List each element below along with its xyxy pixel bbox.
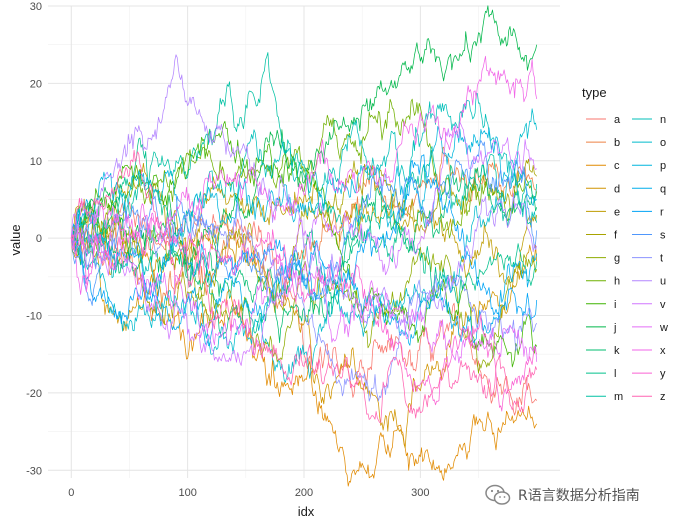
series-line-d	[70, 207, 538, 449]
x-tick-label: 0	[68, 487, 74, 499]
series-line-r	[70, 154, 538, 325]
y-axis-title: value	[8, 224, 23, 255]
y-tick-label: 30	[30, 1, 42, 13]
legend-label-r: r	[660, 206, 664, 218]
x-tick-label: 100	[178, 487, 196, 499]
legend-label-a: a	[614, 114, 621, 126]
x-tick-labels: 0 100 200 300	[68, 487, 429, 499]
watermark-text: R语言数据分析指南	[518, 488, 640, 504]
legend-label-e: e	[614, 206, 620, 218]
series-line-z	[70, 149, 538, 423]
legend-label-d: d	[614, 183, 620, 195]
legend-label-v: v	[660, 299, 666, 311]
legend-label-y: y	[660, 368, 666, 380]
y-tick-label: 20	[30, 78, 42, 90]
x-axis-title: idx	[298, 504, 315, 519]
legend-label-p: p	[660, 160, 666, 172]
series-line-m	[71, 52, 538, 254]
legend-label-l: l	[614, 368, 616, 380]
series-line-o	[70, 108, 538, 383]
legend-label-w: w	[659, 322, 668, 334]
series-line-f	[70, 158, 537, 325]
legend-label-i: i	[614, 299, 616, 311]
series-line-u	[70, 54, 538, 330]
series-line-s	[70, 140, 538, 306]
series-line-n	[70, 92, 538, 290]
series-line-q	[70, 199, 538, 347]
y-tick-label: 0	[36, 233, 42, 245]
series-line-t	[70, 201, 538, 402]
y-tick-label: -20	[26, 388, 42, 400]
legend-label-b: b	[614, 137, 620, 149]
series-line-v	[70, 121, 537, 366]
legend-label-n: n	[660, 114, 666, 126]
legend-label-o: o	[660, 137, 666, 149]
legend-label-t: t	[660, 253, 663, 265]
x-tick-label: 200	[295, 487, 313, 499]
wechat-icon	[485, 484, 511, 505]
legend-label-k: k	[614, 345, 620, 357]
series-line-w	[70, 198, 538, 364]
legend-label-j: j	[613, 322, 616, 334]
series-line-h	[70, 98, 538, 252]
x-tick-label: 300	[411, 487, 429, 499]
legend-label-h: h	[614, 276, 620, 288]
legend-label-x: x	[660, 345, 666, 357]
legend-label-f: f	[614, 230, 618, 242]
legend-label-q: q	[660, 183, 666, 195]
grid-lines	[48, 5, 560, 478]
series-line-x	[70, 55, 538, 295]
legend-label-m: m	[614, 391, 623, 403]
y-tick-label: 10	[30, 156, 42, 168]
y-tick-label: -10	[26, 311, 42, 323]
legend-label-u: u	[660, 276, 666, 288]
y-tick-label: -30	[26, 465, 42, 477]
legend-label-s: s	[660, 230, 666, 242]
legend-label-c: c	[614, 160, 620, 172]
watermark: R语言数据分析指南	[484, 483, 640, 507]
series-line-g	[70, 206, 538, 374]
legend-label-g: g	[614, 253, 620, 265]
series-line-y	[70, 216, 538, 412]
legend-title: type	[582, 85, 607, 100]
y-tick-labels: 30 20 10 0 -10 -20 -30	[26, 1, 42, 477]
series-line-p	[70, 126, 537, 246]
series-line-c	[70, 227, 538, 487]
series-lines	[70, 5, 538, 487]
legend-label-z: z	[660, 391, 666, 403]
